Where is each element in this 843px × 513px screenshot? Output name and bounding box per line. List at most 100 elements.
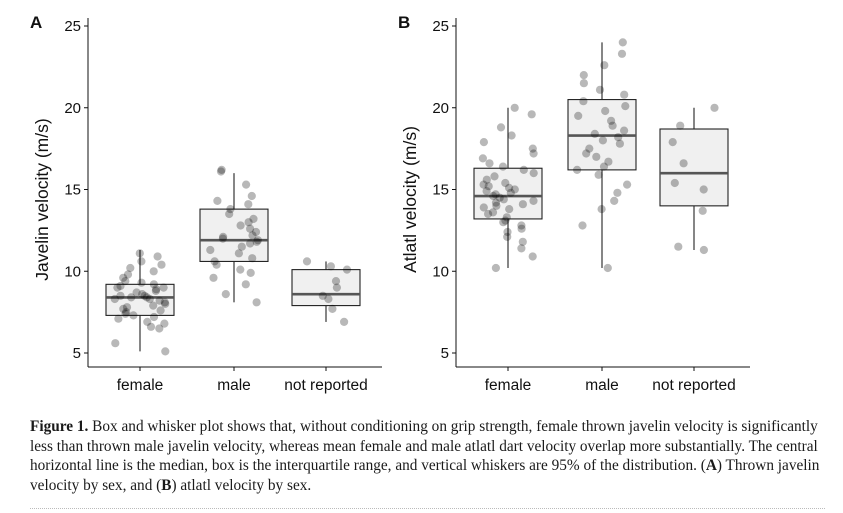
p1-point-male [247, 191, 256, 201]
p2-point-male [614, 133, 623, 142]
caption-label-a: A [705, 457, 717, 475]
p1-point-female [145, 294, 154, 304]
p1-point-female [122, 308, 131, 317]
box-plot-figure: A 5 10 15 20 25 Javelin velocity (m/s) female ma… [30, 13, 750, 394]
p2-point-male [594, 170, 603, 179]
p2-point-female [505, 205, 514, 214]
p1-point-female [110, 294, 119, 304]
p2-point-female [517, 224, 526, 233]
p2-point-female [518, 200, 528, 209]
p1-point-female [159, 283, 168, 292]
p1-point-male [236, 221, 245, 230]
p2-point-female [495, 193, 504, 202]
p2-point-female [499, 218, 508, 227]
p1-point-female [149, 267, 158, 276]
p1-point-female [119, 273, 128, 282]
p1-point-female [126, 263, 135, 273]
p1-point-female [138, 290, 147, 299]
p2-point-not-reported [699, 245, 709, 255]
p2-point-female [479, 203, 488, 212]
p2-point-male [604, 157, 613, 166]
p2-point-female [510, 185, 519, 194]
p1-point-female [149, 280, 158, 289]
p1-point-male [246, 224, 255, 233]
p2-point-female [517, 244, 526, 253]
p2-point-female [501, 216, 510, 225]
p1-point-female [153, 252, 162, 261]
p2-point-female [484, 182, 493, 191]
caption-figure-label: Figure 1. [30, 418, 89, 435]
p1-point-not-reported [342, 265, 352, 274]
p1-point-male [210, 257, 219, 266]
p1-point-male [225, 209, 234, 219]
p1-point-female [152, 285, 161, 294]
p1-y-axis-title: Javelin velocity (m/s) [32, 118, 52, 280]
p2-point-male [613, 188, 622, 197]
p2-point-not-reported [668, 138, 677, 147]
p1-point-male [221, 290, 230, 299]
p2-point-male [603, 263, 612, 273]
p1-point-female [155, 296, 164, 305]
p1-box-male [199, 208, 269, 262]
p2-box-female [473, 167, 543, 220]
p1-point-male [236, 265, 245, 274]
p1-point-male [246, 268, 255, 277]
p1-point-female [161, 299, 170, 308]
p1-point-male [253, 236, 262, 245]
p1-point-male [218, 234, 227, 243]
p2-y-tick-label-25: 25 [432, 18, 449, 35]
p2-point-not-reported [710, 103, 719, 112]
p1-point-female [137, 278, 146, 287]
p2-point-female [529, 169, 538, 178]
p2-point-male [579, 79, 589, 88]
p2-point-female [496, 123, 506, 132]
p1-point-female [129, 311, 138, 320]
p1-point-not-reported [331, 277, 341, 286]
p2-point-male [623, 180, 632, 189]
p1-point-female [121, 309, 130, 318]
p2-y-tick-label-5: 5 [441, 345, 449, 362]
p2-point-female [505, 183, 514, 192]
p2-point-female [479, 180, 488, 189]
p1-point-male [248, 231, 257, 240]
p1-y-tick-label-10: 10 [64, 263, 81, 280]
p2-point-male [599, 162, 609, 171]
caption-text-3: ) atlatl velocity by sex. [171, 476, 312, 494]
p2-point-female [482, 175, 491, 184]
p1-point-male [226, 205, 235, 214]
p1-point-female [127, 293, 136, 302]
p2-point-not-reported [699, 185, 708, 194]
p1-point-female [157, 260, 166, 269]
p1-point-female [116, 281, 125, 291]
p1-point-male [248, 254, 257, 263]
p2-point-female [484, 209, 493, 219]
p1-point-male [242, 180, 251, 189]
p1-point-female [121, 277, 130, 286]
p1-point-male [209, 273, 218, 282]
p1-point-female [149, 301, 158, 310]
p1-point-female [135, 249, 144, 258]
p2-y-tick-label-10: 10 [432, 263, 449, 280]
panel-b-atlatl: B 5 10 15 20 25 Atlatl velocity (m/s) female mal… [398, 13, 750, 394]
p1-point-female [155, 324, 164, 333]
p1-x-tick-label-male: male [217, 377, 251, 394]
p2-point-male [595, 85, 605, 94]
p2-point-male [574, 111, 583, 120]
p2-point-female [518, 237, 527, 246]
p2-point-female [519, 165, 528, 174]
p2-point-female [492, 201, 501, 210]
p1-point-male [246, 239, 255, 248]
p2-point-female [529, 149, 538, 158]
p1-point-male [252, 237, 261, 246]
p1-point-not-reported [326, 262, 335, 271]
p2-point-female [510, 103, 519, 112]
p1-point-female [151, 286, 160, 295]
p2-point-female [485, 159, 494, 168]
p2-box-not-reported [659, 128, 729, 207]
p1-point-female [114, 314, 123, 323]
p2-point-male [617, 49, 627, 58]
p2-point-female [527, 110, 536, 119]
p1-point-male [216, 167, 226, 176]
p2-point-male [590, 129, 599, 138]
p1-point-not-reported [324, 294, 333, 304]
